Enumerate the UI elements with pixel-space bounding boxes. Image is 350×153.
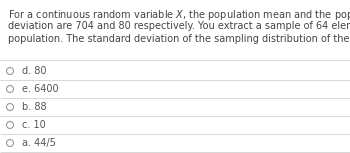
Text: deviation are 704 and 80 respectively. You extract a sample of 64 elements from : deviation are 704 and 80 respectively. Y…	[8, 21, 350, 31]
Text: d. 80: d. 80	[22, 66, 47, 76]
Text: a. 44/5: a. 44/5	[22, 138, 56, 148]
Text: e. 6400: e. 6400	[22, 84, 59, 94]
Text: For a continuous random variable $\mathit{X}$, the population mean and the popul: For a continuous random variable $\mathi…	[8, 8, 350, 22]
Text: c. 10: c. 10	[22, 120, 46, 130]
Text: population. The standard deviation of the sampling distribution of the sample me: population. The standard deviation of th…	[8, 34, 350, 44]
Text: b. 88: b. 88	[22, 102, 47, 112]
